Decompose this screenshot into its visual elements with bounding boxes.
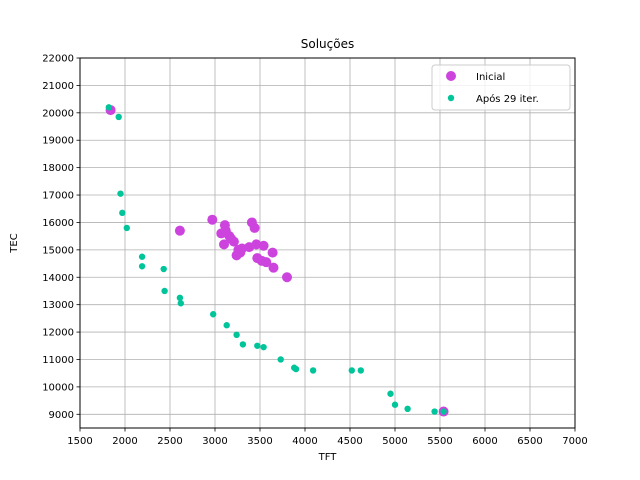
data-point <box>348 367 355 374</box>
data-point <box>219 239 229 250</box>
data-point <box>268 262 279 273</box>
data-point <box>176 294 184 302</box>
legend-marker <box>446 71 456 81</box>
data-point <box>228 236 239 247</box>
data-point <box>267 247 278 258</box>
x-tick-label: 4500 <box>337 436 362 447</box>
data-point <box>117 190 124 197</box>
x-tick-label: 1500 <box>67 436 92 447</box>
data-point <box>391 401 399 408</box>
data-point <box>105 104 113 111</box>
legend: Inicial Após 29 iter. <box>431 64 571 111</box>
data-point <box>387 390 394 397</box>
data-point <box>177 300 184 307</box>
axis-ticks: 1500 2000 2500 3000 3500 4000 4500 5000 5500 6000… <box>42 54 588 448</box>
data-point <box>223 322 230 329</box>
chart-title: Soluções <box>301 37 354 51</box>
y-tick-label: 18000 <box>42 163 74 174</box>
data-point <box>123 224 130 232</box>
data-point <box>440 408 447 415</box>
data-point <box>254 342 261 349</box>
x-tick-label: 4000 <box>292 436 317 447</box>
y-axis-label: TEC <box>9 233 20 253</box>
y-tick-label: 9000 <box>49 410 74 421</box>
data-point <box>260 343 267 351</box>
x-tick-label: 3000 <box>202 436 227 447</box>
data-point <box>431 408 438 415</box>
data-point <box>233 331 240 339</box>
x-tick-label: 6000 <box>472 436 497 447</box>
legend-label: Após 29 iter. <box>476 93 539 105</box>
series-1-points <box>105 105 449 417</box>
data-point <box>309 367 317 374</box>
y-tick-label: 22000 <box>42 54 74 65</box>
data-point <box>161 287 168 295</box>
x-tick-label: 5000 <box>382 436 407 447</box>
x-tick-label: 6500 <box>517 436 542 447</box>
data-point <box>138 263 146 270</box>
y-tick-label: 21000 <box>42 81 74 92</box>
y-tick-label: 12000 <box>42 328 74 339</box>
y-tick-label: 14000 <box>42 273 74 284</box>
data-point <box>160 265 167 273</box>
data-point <box>404 405 411 413</box>
series-2-points <box>105 104 447 415</box>
plot-frame <box>79 57 576 429</box>
data-points <box>105 104 449 417</box>
data-point <box>174 225 185 236</box>
y-tick-label: 13000 <box>42 300 74 311</box>
data-point <box>115 113 122 121</box>
y-tick-label: 17000 <box>42 191 74 202</box>
data-point <box>277 356 284 363</box>
data-point <box>210 311 217 318</box>
x-tick-label: 2000 <box>112 436 137 447</box>
y-tick-label: 16000 <box>42 218 74 229</box>
data-point <box>249 222 260 233</box>
data-point <box>282 272 292 283</box>
data-point <box>261 257 272 268</box>
y-tick-label: 19000 <box>42 136 74 147</box>
data-point <box>357 367 364 374</box>
y-tick-label: 11000 <box>42 355 74 366</box>
data-point <box>239 341 247 348</box>
data-point <box>119 209 126 217</box>
legend-marker <box>447 94 455 102</box>
x-tick-label: 3500 <box>247 436 272 447</box>
x-tick-label: 7000 <box>562 436 587 447</box>
data-point <box>292 365 300 373</box>
y-tick-label: 10000 <box>42 382 74 393</box>
x-tick-label: 2500 <box>157 436 182 447</box>
x-axis-label: TFT <box>318 452 338 463</box>
data-point <box>258 240 269 251</box>
x-tick-label: 5500 <box>427 436 452 447</box>
data-point <box>207 214 218 225</box>
data-point <box>138 253 146 260</box>
legend-label: Inicial <box>476 72 505 83</box>
legend-box <box>431 64 571 111</box>
y-tick-label: 15000 <box>42 245 74 256</box>
y-tick-label: 20000 <box>42 108 74 119</box>
